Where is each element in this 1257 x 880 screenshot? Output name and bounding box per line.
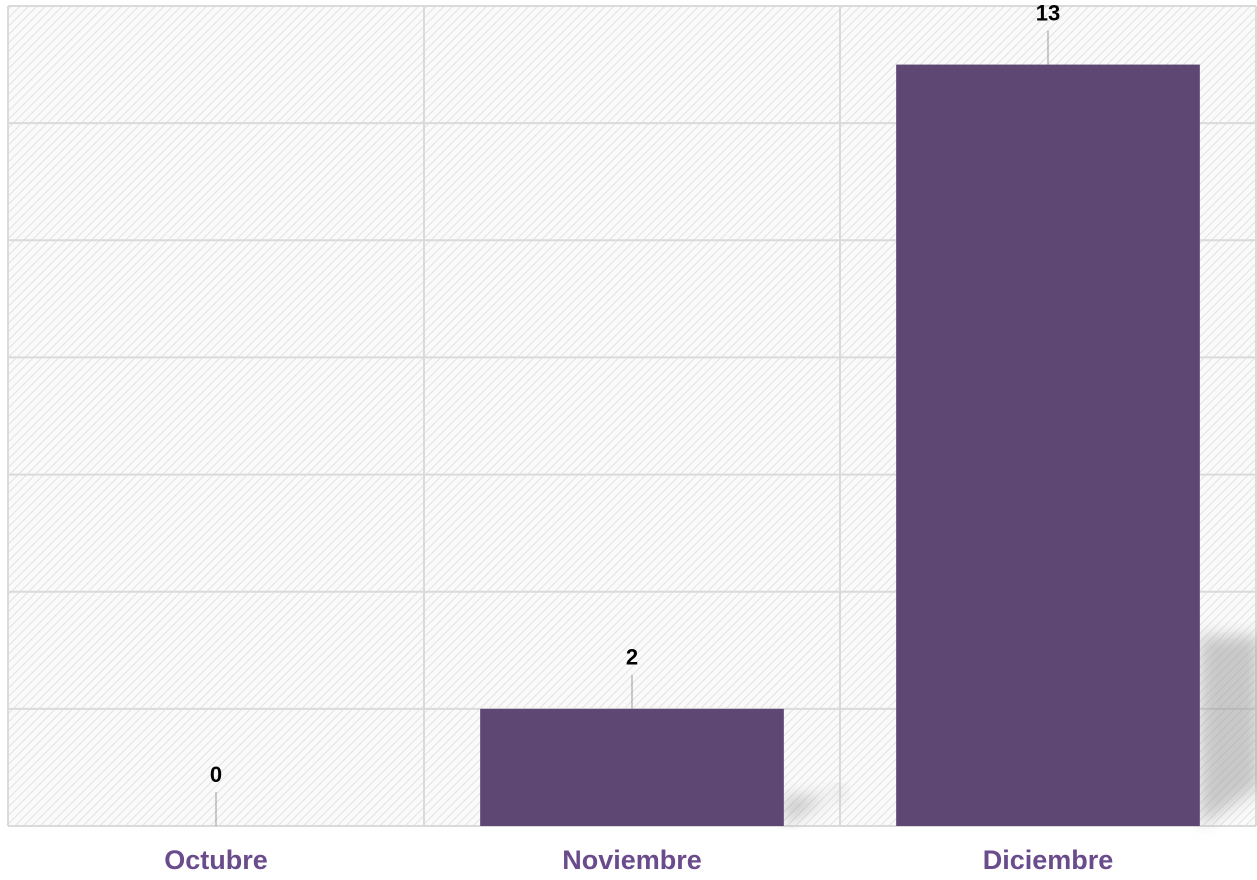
bar-shadow xyxy=(783,786,844,826)
data-label: 2 xyxy=(626,645,638,670)
bar-shadow xyxy=(1199,635,1257,826)
data-label: 13 xyxy=(1036,0,1060,25)
bar xyxy=(480,708,784,826)
x-tick-label: Noviembre xyxy=(562,845,702,875)
data-label: 0 xyxy=(210,762,222,787)
x-tick-label: Diciembre xyxy=(983,845,1114,875)
bar xyxy=(896,64,1200,827)
x-tick-label: Octubre xyxy=(164,845,268,875)
